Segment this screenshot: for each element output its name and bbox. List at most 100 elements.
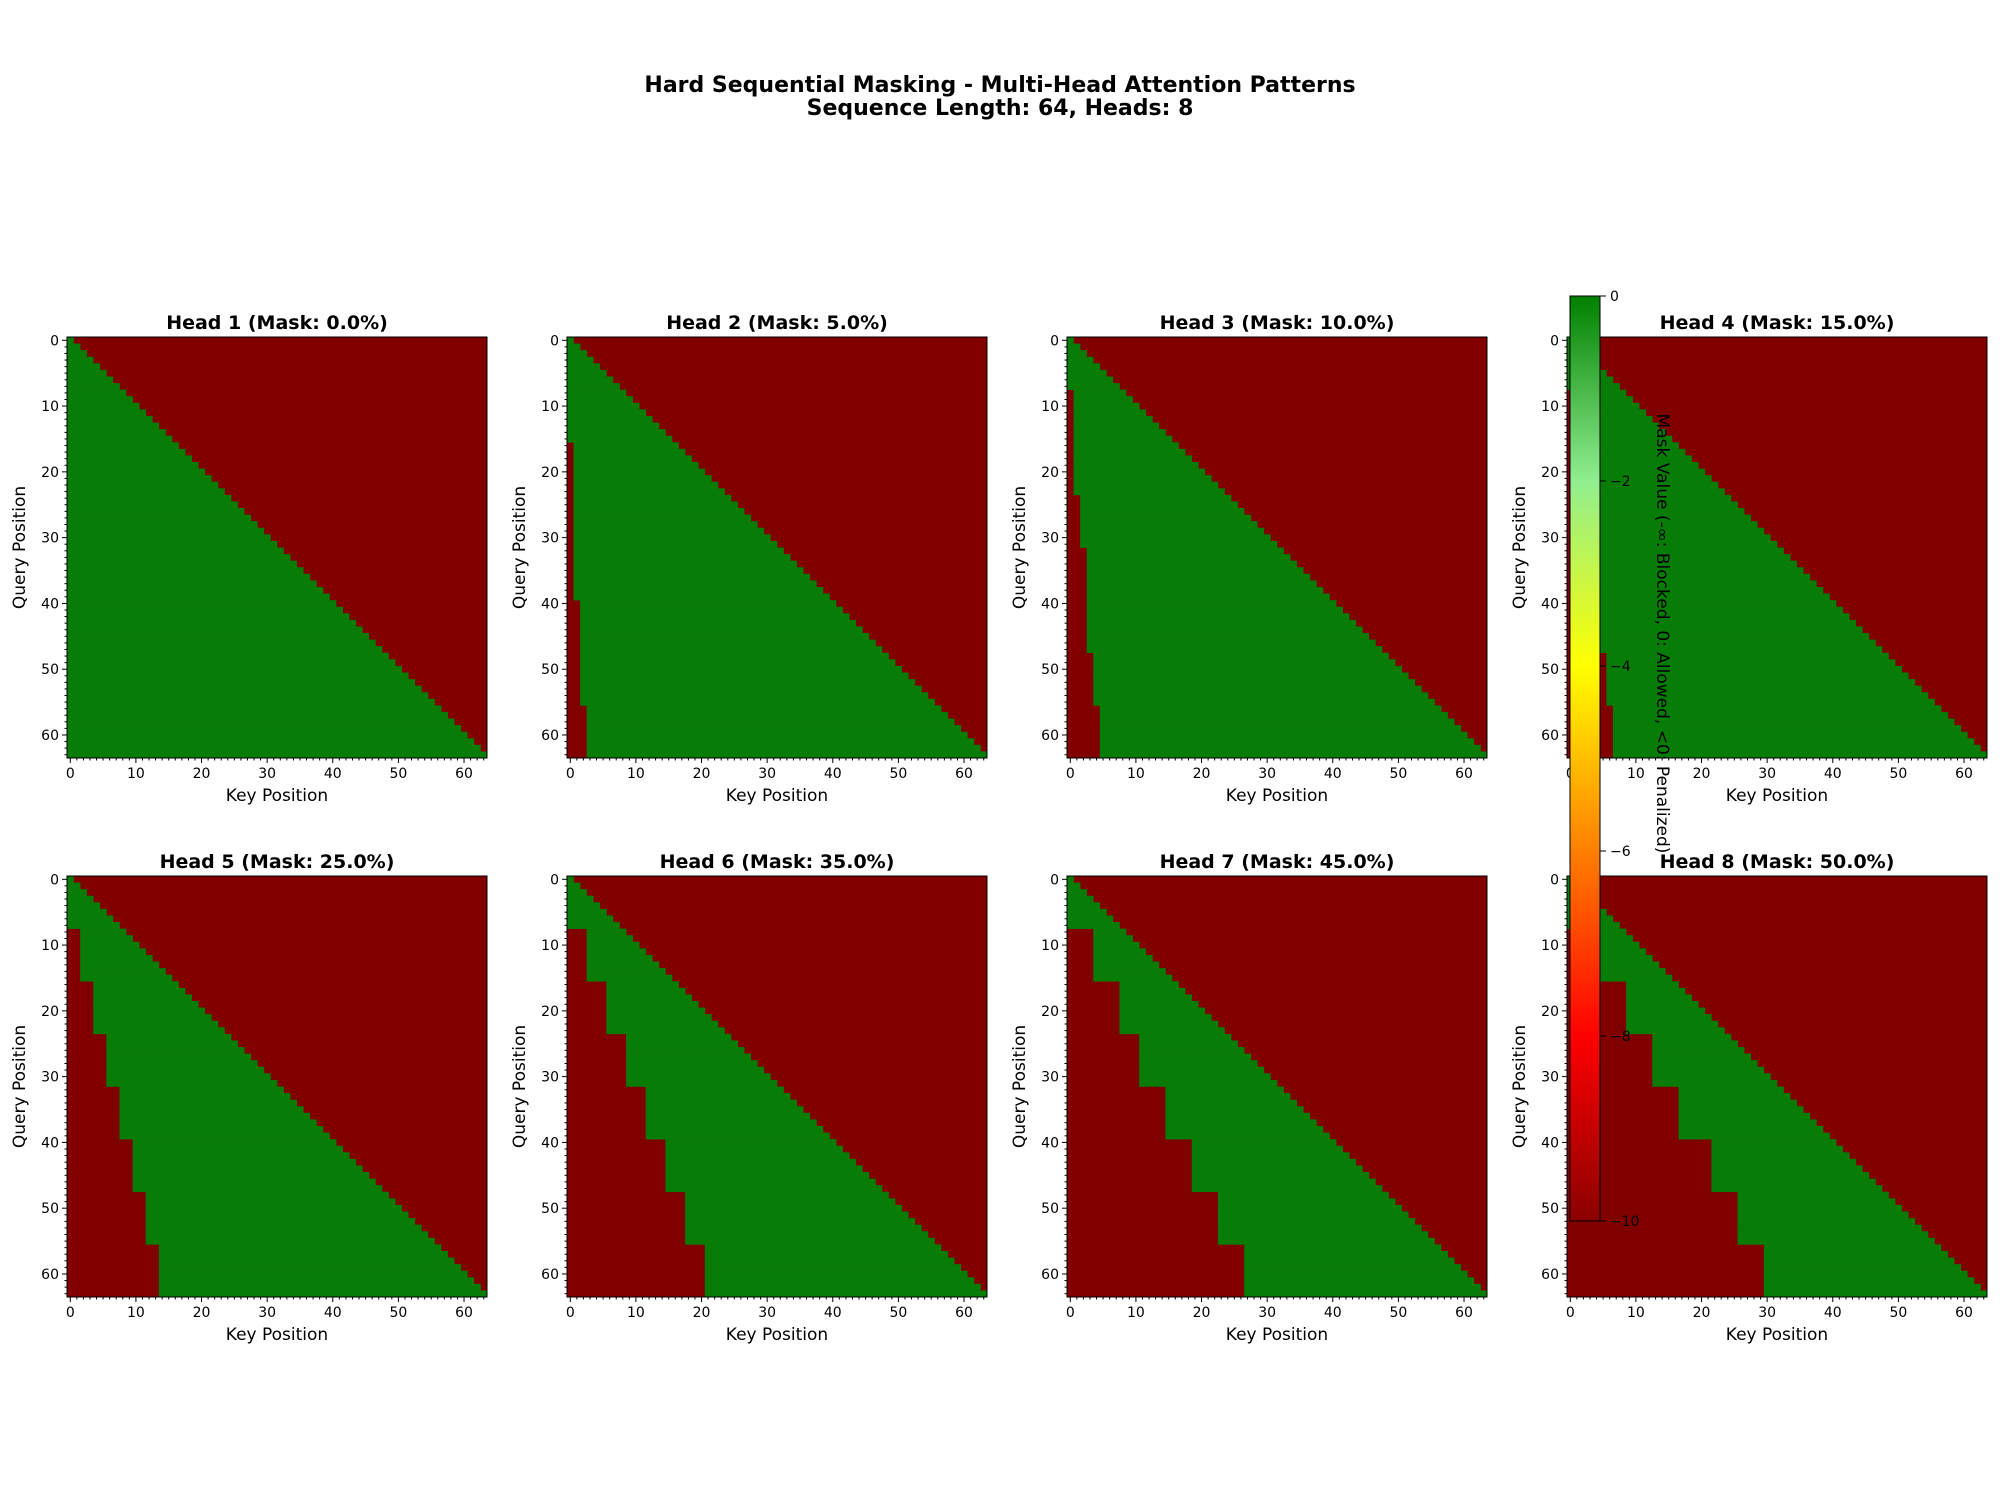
allowed-row-segment bbox=[67, 882, 81, 890]
allowed-row-segment bbox=[1580, 442, 1679, 450]
allowed-row-segment bbox=[1599, 633, 1870, 640]
y-tick-label: 20 bbox=[41, 465, 59, 481]
allowed-row-segment bbox=[67, 442, 179, 450]
allowed-row-segment bbox=[67, 705, 442, 713]
x-tick-label: 50 bbox=[389, 1305, 407, 1321]
allowed-row-segment bbox=[586, 961, 660, 969]
allowed-row-segment bbox=[573, 468, 706, 476]
allowed-row-segment bbox=[119, 1125, 324, 1133]
allowed-row-segment bbox=[67, 494, 232, 502]
allowed-row-segment bbox=[1073, 481, 1219, 489]
allowed-row-segment bbox=[106, 1060, 258, 1068]
x-tick-label: 50 bbox=[1389, 1305, 1407, 1321]
allowed-row-segment bbox=[580, 659, 896, 667]
panel-title: Head 4 (Mask: 15.0%) bbox=[1660, 312, 1895, 334]
allowed-row-segment bbox=[1080, 527, 1265, 535]
allowed-row-segment bbox=[573, 547, 784, 555]
colorbar-tick-label: −2 bbox=[1610, 474, 1631, 490]
allowed-row-segment bbox=[1737, 1191, 1889, 1199]
allowed-row-segment bbox=[67, 422, 160, 430]
x-tick-label: 10 bbox=[627, 1305, 645, 1321]
allowed-row-segment bbox=[1073, 461, 1199, 469]
allowed-row-segment bbox=[665, 1165, 863, 1173]
allowed-row-segment bbox=[119, 1106, 304, 1114]
allowed-row-segment bbox=[158, 1244, 442, 1252]
allowed-row-segment bbox=[580, 692, 929, 700]
allowed-row-segment bbox=[1599, 626, 1863, 634]
allowed-row-segment bbox=[67, 679, 416, 686]
allowed-row-segment bbox=[1165, 1099, 1297, 1107]
x-tick-label: 50 bbox=[1889, 1305, 1907, 1321]
allowed-row-segment bbox=[1244, 1277, 1475, 1285]
allowed-row-segment bbox=[1244, 1244, 1442, 1252]
allowed-row-segment bbox=[158, 1264, 462, 1271]
allowed-row-segment bbox=[106, 1073, 271, 1081]
allowed-row-segment bbox=[1099, 751, 1488, 759]
allowed-row-segment bbox=[106, 1079, 278, 1087]
colorbar-tick-label: −6 bbox=[1610, 844, 1631, 860]
allowed-row-segment bbox=[1093, 679, 1416, 686]
allowed-row-segment bbox=[626, 1047, 745, 1054]
allowed-row-segment bbox=[1099, 718, 1455, 726]
allowed-row-segment bbox=[67, 481, 219, 489]
allowed-row-segment bbox=[67, 554, 291, 561]
allowed-row-segment bbox=[1737, 1237, 1935, 1245]
allowed-row-segment bbox=[1626, 987, 1686, 995]
x-tick-label: 50 bbox=[889, 766, 907, 782]
allowed-row-segment bbox=[1067, 363, 1101, 371]
colorbar-gradient bbox=[1569, 295, 1601, 1222]
allowed-row-segment bbox=[1763, 1290, 1988, 1298]
colorbar-tick-label: 0 bbox=[1610, 289, 1619, 305]
allowed-row-segment bbox=[1119, 1027, 1225, 1035]
x-tick-label: 0 bbox=[66, 766, 75, 782]
allowed-row-segment bbox=[1593, 586, 1824, 594]
allowed-row-segment bbox=[80, 948, 147, 956]
allowed-row-segment bbox=[1093, 665, 1402, 673]
allowed-row-segment bbox=[158, 1283, 481, 1291]
colorbar: 0 −2 −4 −6 −8 −10 Mask Value (-∞: Blocked, 0: … bbox=[1569, 289, 1672, 1230]
allowed-row-segment bbox=[586, 738, 975, 746]
x-tick-label: 60 bbox=[955, 1305, 973, 1321]
y-tick-label: 30 bbox=[1541, 1070, 1559, 1086]
y-tick-label: 0 bbox=[50, 872, 59, 888]
allowed-row-segment bbox=[1093, 968, 1166, 975]
x-axis-label: Key Position bbox=[726, 1325, 828, 1345]
heatmap-head-4: Head 4 (Mask: 15.0%)01020304050600102030… bbox=[1510, 312, 1988, 806]
allowed-row-segment bbox=[1711, 1178, 1876, 1186]
allowed-row-segment bbox=[1599, 646, 1883, 654]
allowed-row-segment bbox=[626, 1053, 752, 1061]
allowed-row-segment bbox=[580, 679, 916, 686]
allowed-row-segment bbox=[1593, 948, 1647, 956]
allowed-row-segment bbox=[132, 1145, 343, 1153]
allowed-row-segment bbox=[567, 422, 660, 430]
allowed-row-segment bbox=[93, 994, 192, 1002]
allowed-row-segment bbox=[1067, 337, 1074, 344]
allowed-row-segment bbox=[119, 1093, 291, 1100]
allowed-row-segment bbox=[573, 534, 771, 542]
allowed-row-segment bbox=[1139, 1060, 1258, 1068]
y-tick-label: 10 bbox=[1041, 938, 1059, 954]
allowed-row-segment bbox=[67, 409, 147, 417]
allowed-row-segment bbox=[685, 1198, 896, 1206]
allowed-row-segment bbox=[145, 1211, 409, 1219]
y-tick-label: 50 bbox=[541, 1201, 559, 1217]
allowed-row-segment bbox=[80, 935, 133, 943]
x-tick-label: 20 bbox=[1693, 766, 1711, 782]
allowed-row-segment bbox=[67, 475, 212, 483]
allowed-row-segment bbox=[1580, 448, 1686, 456]
allowed-row-segment bbox=[704, 1277, 975, 1285]
x-tick-label: 0 bbox=[566, 1305, 575, 1321]
allowed-row-segment bbox=[67, 580, 317, 588]
allowed-row-segment bbox=[645, 1132, 830, 1140]
allowed-row-segment bbox=[586, 731, 968, 739]
allowed-row-segment bbox=[580, 685, 922, 693]
allowed-row-segment bbox=[704, 1250, 948, 1258]
allowed-row-segment bbox=[645, 1119, 817, 1127]
y-tick-label: 40 bbox=[1541, 1135, 1559, 1151]
allowed-row-segment bbox=[1652, 1079, 1778, 1087]
allowed-row-segment bbox=[1067, 376, 1114, 384]
allowed-row-segment bbox=[586, 954, 653, 962]
allowed-row-segment bbox=[573, 475, 712, 483]
allowed-row-segment bbox=[1573, 409, 1647, 417]
allowed-row-segment bbox=[1067, 889, 1087, 897]
